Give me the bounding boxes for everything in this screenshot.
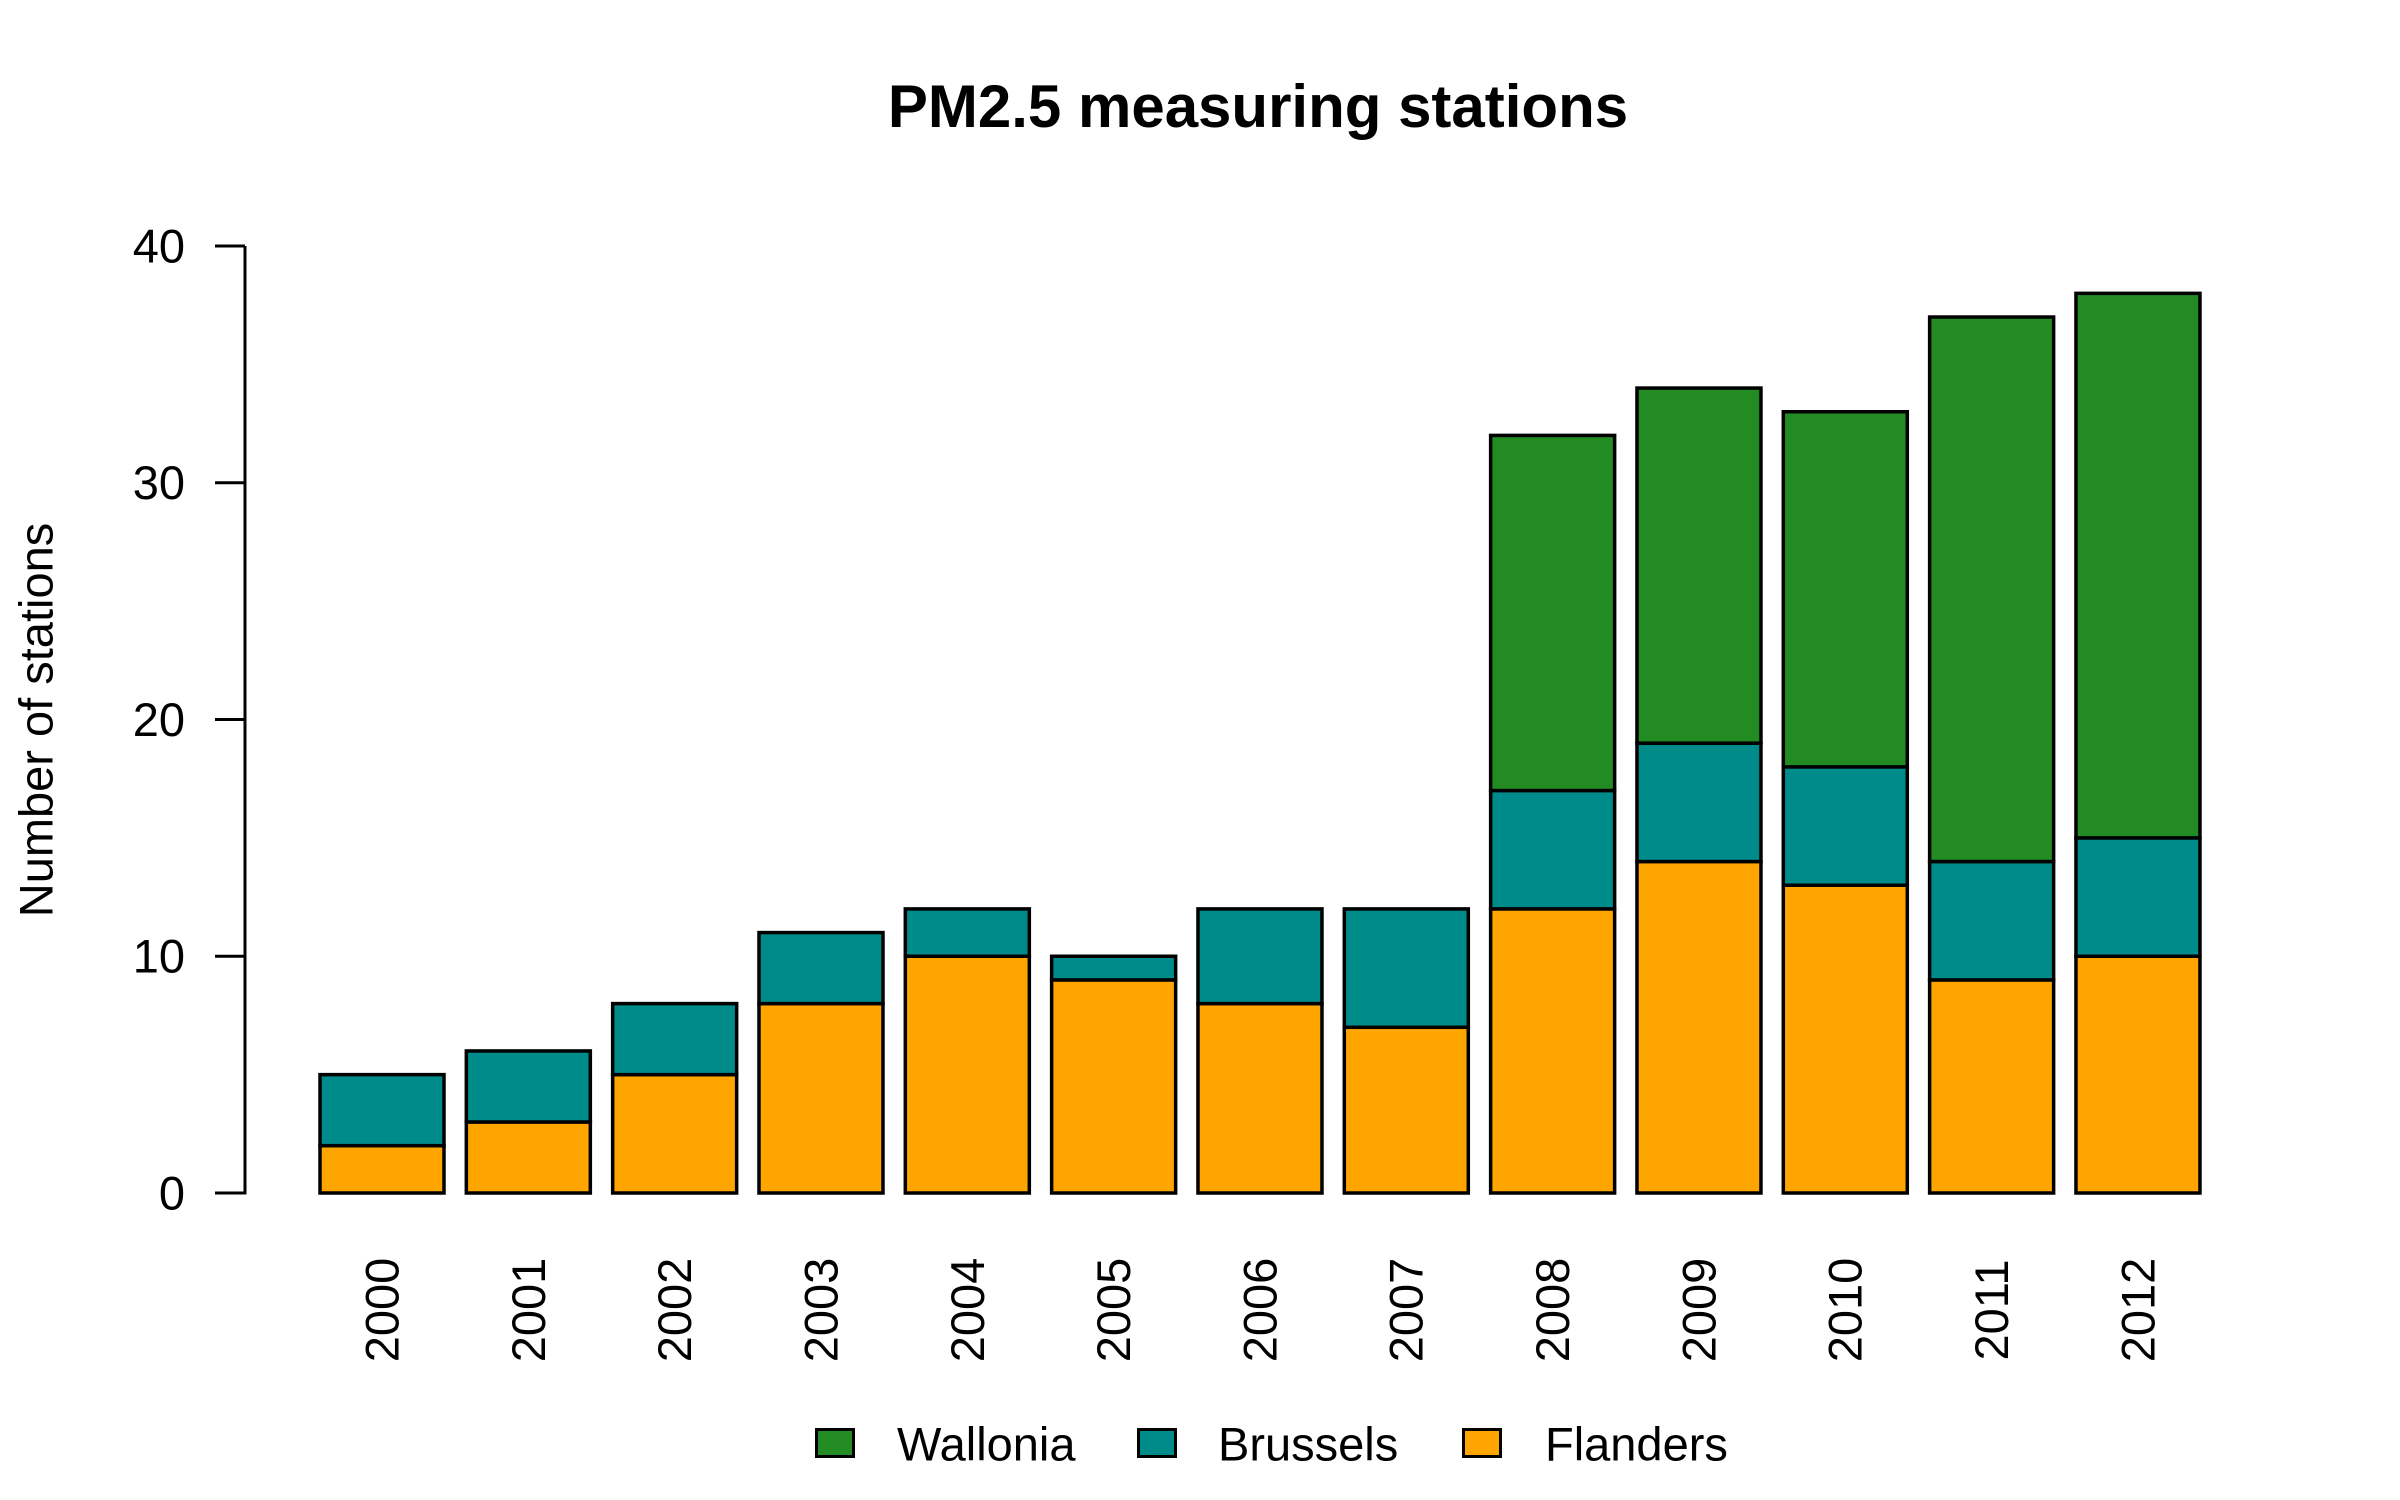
bar-segment-flanders-2009 [1635,859,1763,1195]
bar-segment-flanders-2008 [1488,907,1617,1195]
y-tick-label: 40 [133,219,185,272]
chart-title: PM2.5 measuring stations [887,73,1629,140]
x-category-label-2003: 2003 [794,1258,847,1363]
bar-segment-flanders-2010 [1781,883,1910,1195]
x-category-label-2000: 2000 [355,1258,408,1363]
bar-segment-brussels-2002 [610,1001,739,1077]
bar-segment-brussels-2005 [1049,954,1178,982]
x-category-label-2002: 2002 [648,1258,701,1363]
bar-segment-brussels-2006 [1196,907,1324,1006]
x-category-label-2001: 2001 [502,1258,555,1363]
bar-segment-flanders-2012 [2074,954,2202,1195]
x-category-label-2006: 2006 [1233,1258,1286,1363]
bar-segment-wallonia-2012 [2074,291,2202,840]
x-category-label-2011: 2011 [1965,1259,2018,1360]
x-category-label-2007: 2007 [1380,1258,1433,1363]
bar-segment-wallonia-2009 [1635,386,1763,745]
bar-segment-flanders-2007 [1342,1025,1471,1195]
bar-segment-flanders-2001 [464,1120,593,1195]
bar-segment-flanders-2011 [1927,978,2056,1195]
x-category-label-2009: 2009 [1672,1258,1725,1363]
bar-segment-flanders-2006 [1196,1001,1324,1195]
legend-swatch-wallonia [815,1428,855,1458]
bar-segment-brussels-2007 [1342,907,1471,1030]
bar-segment-flanders-2002 [610,1072,739,1195]
bar-segment-brussels-2012 [2074,836,2202,958]
legend-label-flanders: Flanders [1545,1417,1728,1471]
x-category-label-2005: 2005 [1087,1258,1140,1363]
bar-segment-wallonia-2010 [1781,409,1910,769]
y-tick-label: 20 [133,693,185,746]
y-tick-label: 30 [133,456,185,509]
bar-segment-wallonia-2008 [1488,433,1617,793]
bar-segment-brussels-2003 [757,930,885,1006]
bar-segment-brussels-2009 [1635,741,1763,864]
legend-swatch-flanders [1462,1428,1502,1458]
bar-segment-brussels-2008 [1488,788,1617,911]
bar-segment-brussels-2001 [464,1049,593,1124]
legend-label-brussels: Brussels [1218,1417,1399,1471]
x-category-label-2004: 2004 [941,1258,994,1363]
legend-swatch-brussels [1137,1428,1177,1458]
bar-segment-flanders-2004 [903,954,1032,1195]
x-category-label-2008: 2008 [1526,1258,1579,1363]
x-category-label-2012: 2012 [2111,1258,2164,1363]
bar-segment-brussels-2004 [903,907,1032,959]
bar-segment-flanders-2003 [757,1001,885,1195]
bar-segment-flanders-2005 [1049,978,1178,1195]
y-tick-label: 0 [159,1166,185,1219]
legend-label-wallonia: Wallonia [897,1417,1076,1471]
bar-segment-brussels-2011 [1927,859,2056,982]
y-tick-label: 10 [133,930,185,983]
bar-segment-wallonia-2011 [1927,315,2056,864]
bar-segment-brussels-2000 [318,1072,446,1148]
bar-segment-brussels-2010 [1781,765,1910,887]
x-category-label-2010: 2010 [1819,1258,1872,1363]
bar-segment-flanders-2000 [318,1143,446,1195]
